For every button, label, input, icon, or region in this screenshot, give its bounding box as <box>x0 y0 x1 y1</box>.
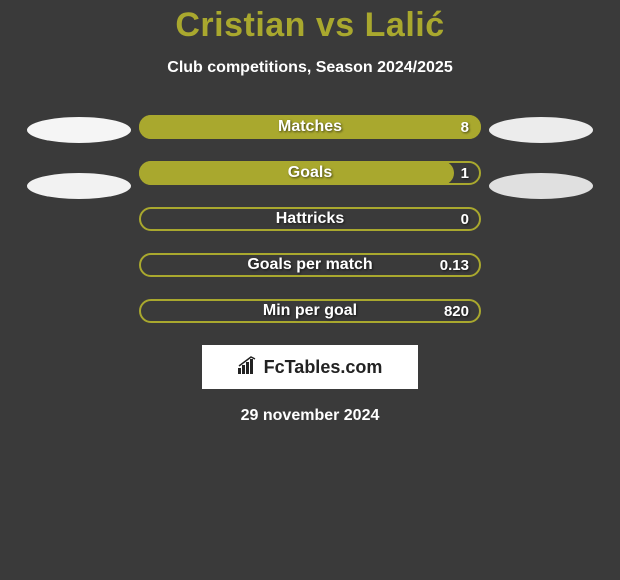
bar-value: 820 <box>444 299 469 323</box>
bar-value: 0 <box>461 207 469 231</box>
bar-value: 0.13 <box>440 253 469 277</box>
subtitle: Club competitions, Season 2024/2025 <box>0 59 620 77</box>
brand-text: FcTables.com <box>264 357 383 378</box>
decorative-ellipse <box>489 117 593 143</box>
bar-label: Min per goal <box>139 299 481 323</box>
stat-bar-row: Goals per match0.13 <box>139 253 481 277</box>
left-ellipse-column <box>19 115 139 199</box>
chart-area: Matches8Goals1Hattricks0Goals per match0… <box>0 115 620 323</box>
date-line: 29 november 2024 <box>0 407 620 425</box>
bar-label: Hattricks <box>139 207 481 231</box>
stat-bar-row: Matches8 <box>139 115 481 139</box>
chart-icon <box>238 356 260 379</box>
right-ellipse-column <box>481 115 601 199</box>
decorative-ellipse <box>27 173 131 199</box>
bar-label: Goals <box>139 161 481 185</box>
bar-value: 8 <box>461 115 469 139</box>
stat-bar-row: Goals1 <box>139 161 481 185</box>
decorative-ellipse <box>489 173 593 199</box>
bar-value: 1 <box>461 161 469 185</box>
stat-bar-row: Hattricks0 <box>139 207 481 231</box>
stat-bar-row: Min per goal820 <box>139 299 481 323</box>
decorative-ellipse <box>27 117 131 143</box>
brand-badge: FcTables.com <box>202 345 418 389</box>
bar-label: Goals per match <box>139 253 481 277</box>
bars-column: Matches8Goals1Hattricks0Goals per match0… <box>139 115 481 323</box>
page-title: Cristian vs Lalić <box>0 6 620 45</box>
infographic-container: Cristian vs Lalić Club competitions, Sea… <box>0 0 620 425</box>
bar-label: Matches <box>139 115 481 139</box>
